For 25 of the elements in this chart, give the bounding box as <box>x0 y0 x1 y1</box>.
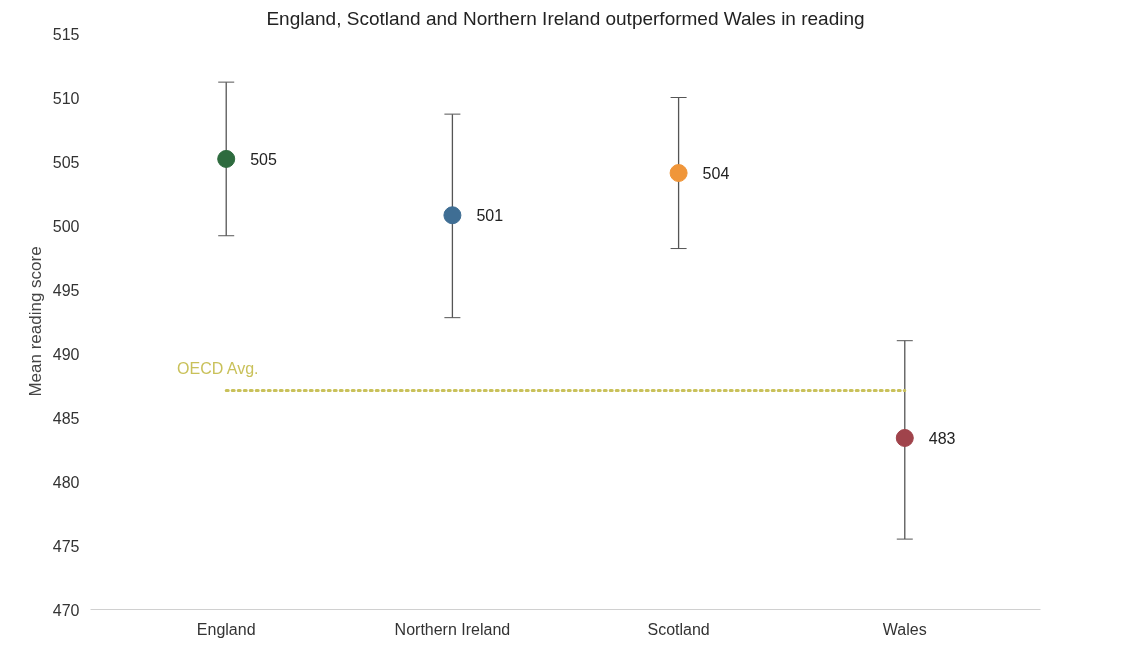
y-tick-label: 510 <box>52 89 80 107</box>
y-tick-label: 500 <box>52 217 80 235</box>
point <box>443 206 462 225</box>
x-tick-label: Scotland <box>647 620 710 638</box>
y-tick-label: 480 <box>52 473 80 491</box>
x-tick-label: Northern Ireland <box>394 620 511 638</box>
y-tick-label: 475 <box>52 537 80 555</box>
y-tick-label: 515 <box>52 25 80 43</box>
point <box>895 429 914 447</box>
data-label: 483 <box>928 429 956 447</box>
y-tick-label: 490 <box>52 345 80 363</box>
y-axis-title: Mean reading score <box>25 246 45 397</box>
y-tick-label: 495 <box>52 281 80 299</box>
x-tick-label: England <box>196 620 256 638</box>
data-label: 505 <box>250 150 278 168</box>
y-tick-label: 505 <box>52 153 80 171</box>
x-tick-label: Wales <box>882 620 927 638</box>
point <box>217 149 236 168</box>
chart-title: England, Scotland and Northern Ireland outperformed Wales in reading <box>266 7 865 29</box>
y-tick-label: 470 <box>52 601 80 619</box>
data-label: 504 <box>702 165 730 183</box>
point <box>669 164 688 182</box>
y-tick-label: 485 <box>52 409 80 427</box>
data-label: 501 <box>476 207 504 225</box>
ref-line-label: OECD Avg. <box>177 359 259 377</box>
